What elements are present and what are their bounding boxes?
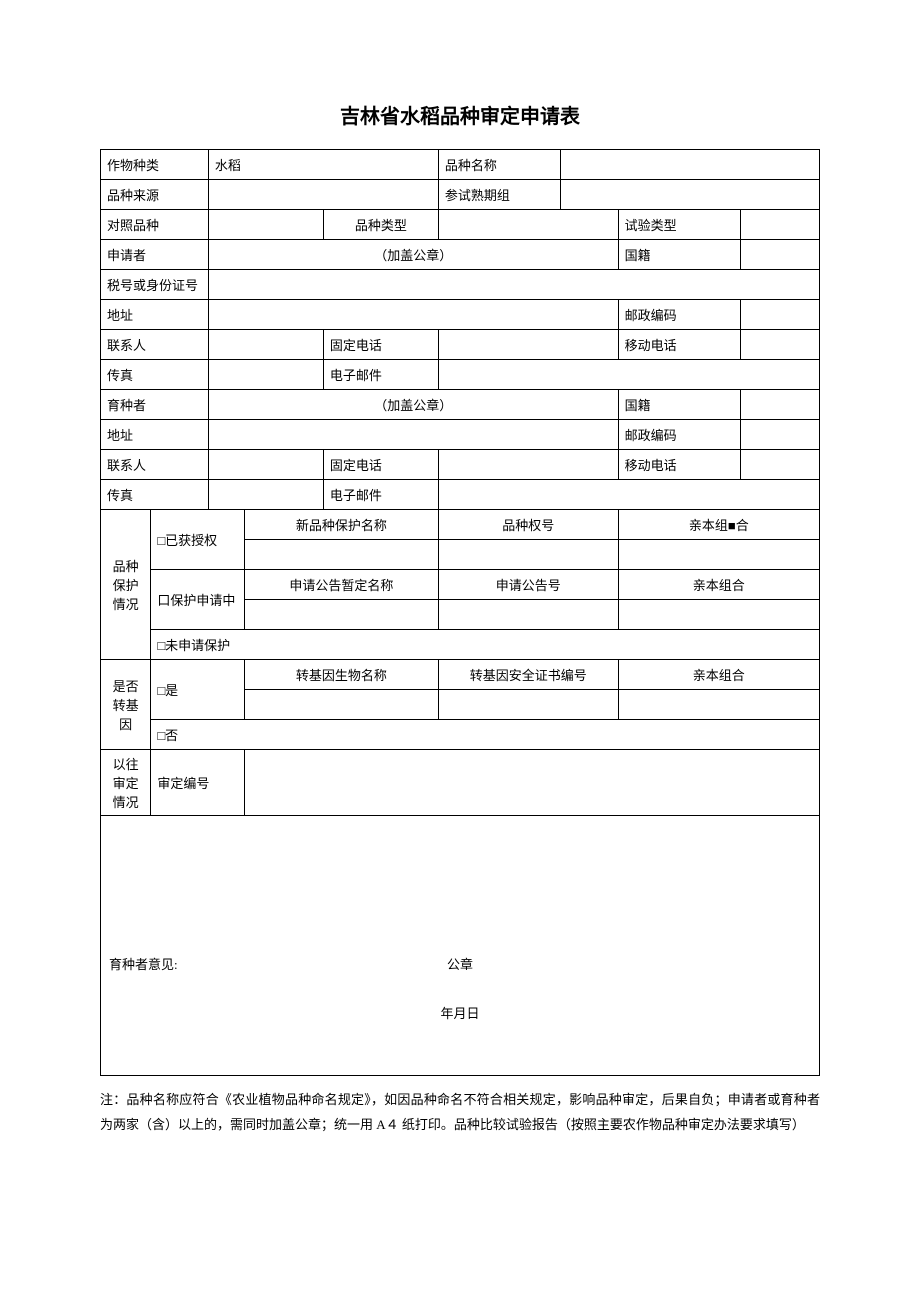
mobile-value-1[interactable] <box>740 330 819 360</box>
gmo-bio-name-label: 转基因生物名称 <box>244 660 438 690</box>
taxid-value[interactable] <box>208 270 819 300</box>
fax-value-1[interactable] <box>208 360 323 390</box>
variety-name-label: 品种名称 <box>438 150 560 180</box>
contact-value-1[interactable] <box>208 330 323 360</box>
opinion-seal-label: 公章 <box>109 954 811 973</box>
form-title: 吉林省水稻品种审定申请表 <box>100 100 820 129</box>
postcode-label-2: 邮政编码 <box>618 420 740 450</box>
protection-parent-combo-value-2[interactable] <box>618 600 819 630</box>
maturity-group-label: 参试熟期组 <box>438 180 560 210</box>
source-label: 品种来源 <box>101 180 209 210</box>
breeder-label: 育种者 <box>101 390 209 420</box>
protection-parent-combo-label-1: 亲本组■合 <box>618 510 819 540</box>
mobile-label-1: 移动电话 <box>618 330 740 360</box>
past-section-label: 以往审定情况 <box>101 750 151 816</box>
landline-value-2[interactable] <box>438 450 618 480</box>
fax-value-2[interactable] <box>208 480 323 510</box>
crop-type-value[interactable]: 水稻 <box>208 150 438 180</box>
mobile-label-2: 移动电话 <box>618 450 740 480</box>
protection-parent-combo-value-1[interactable] <box>618 540 819 570</box>
contact-value-2[interactable] <box>208 450 323 480</box>
nationality-value-1[interactable] <box>740 240 819 270</box>
protection-not-applied-checkbox[interactable]: □未申请保护 <box>151 630 820 660</box>
control-variety-value[interactable] <box>208 210 323 240</box>
postcode-value-1[interactable] <box>740 300 819 330</box>
landline-label-1: 固定电话 <box>323 330 438 360</box>
address-value-1[interactable] <box>208 300 618 330</box>
protection-announce-no-label: 申请公告号 <box>438 570 618 600</box>
protection-pending-checkbox[interactable]: 口保护申请中 <box>151 570 244 630</box>
contact-label-1: 联系人 <box>101 330 209 360</box>
email-label-1: 电子邮件 <box>323 360 438 390</box>
gmo-section-label: 是否转基因 <box>101 660 151 750</box>
protection-temp-name-label: 申请公告暂定名称 <box>244 570 438 600</box>
past-approval-no-label: 审定编号 <box>151 750 244 816</box>
applicant-value[interactable]: （加盖公章） <box>208 240 618 270</box>
fax-label-1: 传真 <box>101 360 209 390</box>
applicant-label: 申请者 <box>101 240 209 270</box>
test-type-value[interactable] <box>740 210 819 240</box>
past-approval-no-value[interactable] <box>244 750 819 816</box>
email-value-2[interactable] <box>438 480 819 510</box>
address-value-2[interactable] <box>208 420 618 450</box>
postcode-value-2[interactable] <box>740 420 819 450</box>
protection-new-name-label: 新品种保护名称 <box>244 510 438 540</box>
maturity-group-value[interactable] <box>561 180 820 210</box>
nationality-label-2: 国籍 <box>618 390 740 420</box>
contact-label-2: 联系人 <box>101 450 209 480</box>
control-variety-label: 对照品种 <box>101 210 209 240</box>
protection-rights-no-value[interactable] <box>438 540 618 570</box>
variety-type-value[interactable] <box>438 210 618 240</box>
email-value-1[interactable] <box>438 360 819 390</box>
protection-section-label: 品种保护情况 <box>101 510 151 660</box>
address-label-1: 地址 <box>101 300 209 330</box>
protection-temp-name-value[interactable] <box>244 600 438 630</box>
source-value[interactable] <box>208 180 438 210</box>
landline-label-2: 固定电话 <box>323 450 438 480</box>
gmo-bio-name-value[interactable] <box>244 690 438 720</box>
protection-parent-combo-label-2: 亲本组合 <box>618 570 819 600</box>
gmo-parent-combo-value[interactable] <box>618 690 819 720</box>
gmo-no-checkbox[interactable]: □否 <box>151 720 820 750</box>
nationality-value-2[interactable] <box>740 390 819 420</box>
protection-new-name-value[interactable] <box>244 540 438 570</box>
crop-type-label: 作物种类 <box>101 150 209 180</box>
test-type-label: 试验类型 <box>618 210 740 240</box>
gmo-cert-no-value[interactable] <box>438 690 618 720</box>
application-form-table: 作物种类 水稻 品种名称 品种来源 参试熟期组 对照品种 品种类型 试验类型 申… <box>100 149 820 1076</box>
landline-value-1[interactable] <box>438 330 618 360</box>
postcode-label-1: 邮政编码 <box>618 300 740 330</box>
gmo-parent-combo-label: 亲本组合 <box>618 660 819 690</box>
gmo-yes-checkbox[interactable]: □是 <box>151 660 244 720</box>
protection-announce-no-value[interactable] <box>438 600 618 630</box>
protection-authorized-checkbox[interactable]: □已获授权 <box>151 510 244 570</box>
breeder-opinion-area[interactable]: 育种者意见: 公章 年月日 <box>101 816 820 1076</box>
opinion-date-label: 年月日 <box>109 1003 811 1022</box>
variety-type-label: 品种类型 <box>323 210 438 240</box>
address-label-2: 地址 <box>101 420 209 450</box>
taxid-label: 税号或身份证号 <box>101 270 209 300</box>
gmo-cert-no-label: 转基因安全证书编号 <box>438 660 618 690</box>
email-label-2: 电子邮件 <box>323 480 438 510</box>
opinion-header: 育种者意见: <box>109 954 178 973</box>
nationality-label-1: 国籍 <box>618 240 740 270</box>
mobile-value-2[interactable] <box>740 450 819 480</box>
breeder-value[interactable]: （加盖公章） <box>208 390 618 420</box>
fax-label-2: 传真 <box>101 480 209 510</box>
protection-rights-no-label: 品种权号 <box>438 510 618 540</box>
variety-name-value[interactable] <box>561 150 820 180</box>
